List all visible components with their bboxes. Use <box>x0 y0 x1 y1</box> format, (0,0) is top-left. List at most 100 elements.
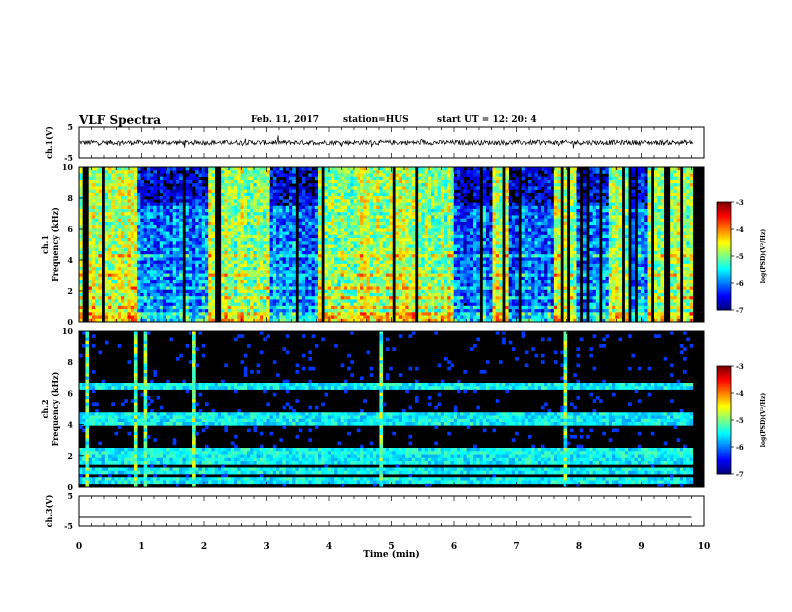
spectrogram-cell <box>175 305 180 310</box>
spectrogram-cell <box>447 212 451 216</box>
spectrogram-cell <box>253 315 258 320</box>
spectrogram-cell <box>343 212 348 216</box>
spectrogram-cell <box>253 309 258 313</box>
spectrogram-cell <box>411 205 416 210</box>
spectrogram-cell <box>98 199 103 203</box>
spectrogram-cell <box>140 312 145 316</box>
spectrogram-cell <box>179 183 183 187</box>
spectrogram-cell <box>250 286 254 291</box>
spectrogram-cell <box>250 176 254 181</box>
spectrogram-cell <box>266 176 270 181</box>
spectrogram-cell <box>111 167 115 171</box>
spectrogram-cell <box>347 176 351 181</box>
spectrogram-cell <box>153 179 157 184</box>
spectrogram-cell <box>117 254 122 258</box>
spectrogram-cell <box>360 241 364 245</box>
spectrogram-cell <box>124 212 128 216</box>
spectrogram-cell <box>360 238 364 242</box>
spectrogram-cell <box>379 309 384 313</box>
spectrogram-cell <box>253 250 258 255</box>
spectrogram-cell <box>201 212 206 216</box>
spectrogram-cell <box>240 244 245 249</box>
spectrogram-cell <box>114 189 119 194</box>
spectrogram-cell <box>437 305 442 310</box>
spectrogram-cell <box>185 212 190 216</box>
spectrogram-cell <box>447 231 451 236</box>
spectrogram-cell <box>330 286 335 291</box>
spectrogram-cell <box>169 280 174 284</box>
spectrogram-cell <box>437 250 442 255</box>
spectrogram-cell <box>444 247 448 252</box>
spectrogram-cell <box>363 302 367 307</box>
spectrogram-cell <box>188 218 193 223</box>
spectrogram-cell <box>372 192 377 197</box>
spectrogram-cell <box>172 260 177 265</box>
spectrogram-cell <box>124 170 128 174</box>
spectrogram-cell <box>272 254 277 258</box>
spectrogram-cell <box>405 199 409 203</box>
spectrogram-cell <box>431 263 435 268</box>
spectrogram-cell <box>120 192 125 197</box>
spectrogram-cell <box>431 254 435 258</box>
spectrogram-cell <box>88 318 93 323</box>
spectrogram-cell <box>146 176 151 181</box>
spectrogram-cell <box>169 296 174 300</box>
spectrogram-cell <box>211 202 216 207</box>
spectrogram-cell <box>314 260 319 265</box>
spectrogram-cell <box>179 250 183 255</box>
spectrogram-cell <box>117 267 122 271</box>
spectrogram-cell <box>98 270 103 274</box>
spectrogram-cell <box>253 170 258 174</box>
spectrogram-cell <box>250 189 254 194</box>
spectrogram-cell <box>353 199 358 203</box>
spectrogram-cell <box>111 218 115 223</box>
spectrogram-cell <box>79 267 83 271</box>
spectrogram-cell <box>133 208 138 213</box>
spectrogram-cell <box>263 305 267 310</box>
spectrogram-cell <box>172 179 177 184</box>
spectrogram-cell <box>175 315 180 320</box>
spectrogram-cell <box>282 263 287 268</box>
spectrogram-cell <box>95 167 99 171</box>
spectrogram-cell <box>353 241 358 245</box>
spectrogram-cell <box>372 183 377 187</box>
spectrogram-cell <box>143 205 148 210</box>
spectrogram-cell <box>179 212 183 216</box>
spectrogram-cell <box>237 176 241 181</box>
spectrogram-cell <box>204 225 209 229</box>
spectrogram-cell <box>98 296 103 300</box>
spectrogram-cell <box>389 283 393 287</box>
spectrogram-cell <box>127 286 132 291</box>
spectrogram-cell <box>347 205 351 210</box>
spectrogram-cell <box>172 289 177 294</box>
spectrogram-cell <box>363 250 367 255</box>
spectrogram-cell <box>402 208 406 213</box>
spectrogram-cell <box>188 196 193 200</box>
spectrogram-cell <box>408 179 413 184</box>
spectrogram-cell <box>130 186 135 191</box>
spectrogram-cell <box>201 228 206 232</box>
spectrogram-cell <box>379 254 384 258</box>
spectrogram-cell <box>314 312 319 316</box>
spectrogram-cell <box>437 199 442 203</box>
spectrogram-cell <box>298 238 303 242</box>
spectrogram-cell <box>234 189 238 194</box>
spectrogram-cell <box>450 247 455 252</box>
spectrogram-cell <box>146 305 151 310</box>
spectrogram-cell <box>198 241 203 245</box>
spectrogram-cell <box>243 231 248 236</box>
spectrogram-cell <box>159 257 164 262</box>
spectrogram-cell <box>402 260 406 265</box>
spectrogram-cell <box>440 192 445 197</box>
spectrogram-cell <box>117 257 122 262</box>
spectrogram-cell <box>172 170 177 174</box>
spectrogram-cell <box>431 196 435 200</box>
spectrogram-cell <box>237 189 241 194</box>
spectrogram-cell <box>146 315 151 320</box>
spectrogram-cell <box>224 179 228 184</box>
spectrogram-cell <box>166 283 170 287</box>
spectrogram-cell <box>124 231 128 236</box>
spectrogram-cell <box>263 312 267 316</box>
spectrogram-cell <box>301 292 306 297</box>
spectrogram-cell <box>208 273 212 278</box>
